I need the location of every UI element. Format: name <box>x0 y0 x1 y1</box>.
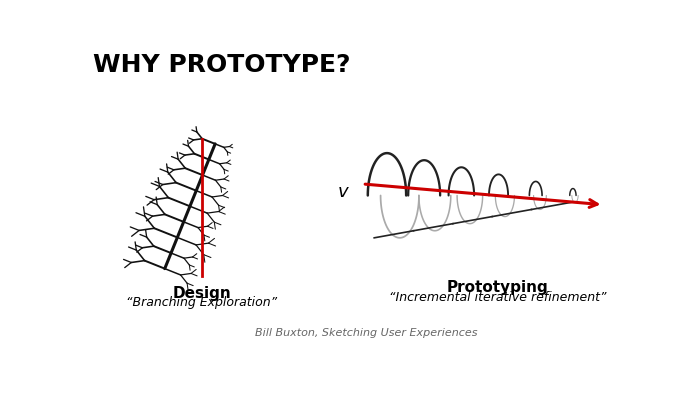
Text: “Branching Exploration”: “Branching Exploration” <box>126 296 278 309</box>
Text: Prototyping: Prototyping <box>447 280 549 295</box>
Text: v: v <box>338 183 348 200</box>
Text: WHY PROTOTYPE?: WHY PROTOTYPE? <box>94 53 351 77</box>
Text: “Incremental iterative refinement”: “Incremental iterative refinement” <box>389 291 607 304</box>
Text: Design: Design <box>172 285 231 301</box>
Text: Bill Buxton, Sketching User Experiences: Bill Buxton, Sketching User Experiences <box>255 328 477 338</box>
